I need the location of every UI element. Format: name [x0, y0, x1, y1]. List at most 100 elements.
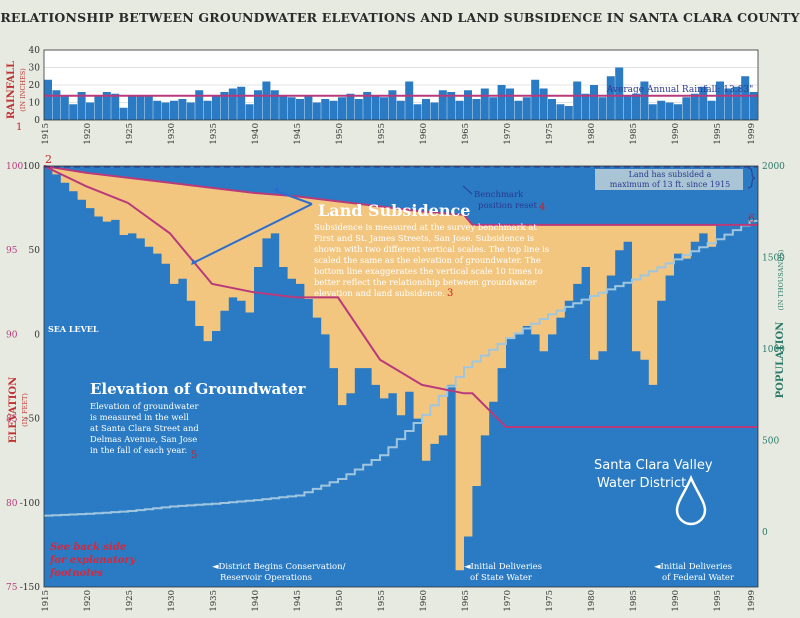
- rainfall-bar: [279, 95, 288, 120]
- rainfall-bar: [724, 88, 733, 120]
- rainfall-bar: [413, 104, 422, 120]
- rainfall-ytick-label: 30: [29, 64, 41, 74]
- land-subsidence-text-line: scaled the same as the elevation of grou…: [314, 255, 541, 265]
- land-subsided-label-2: maximum of 13 ft. since 1915: [610, 180, 731, 189]
- rainfall-bar: [128, 95, 136, 120]
- rainfall-bar: [144, 95, 153, 120]
- rainfall-xtick-label: 1950: [335, 123, 345, 145]
- rainfall-bar: [77, 92, 86, 120]
- population-ylabel-unit: (IN THOUSANDS): [777, 249, 785, 310]
- rainfall-bar: [388, 90, 397, 120]
- land-subsidence-text: Subsidence is measured at the survey ben…: [314, 222, 549, 298]
- groundwater-title: Elevation of Groundwater: [90, 380, 307, 398]
- rainfall-bar: [489, 97, 498, 120]
- rainfall-bar: [111, 93, 120, 120]
- rainfall-bar: [203, 100, 212, 120]
- benchmark-pointer: [462, 185, 473, 195]
- rainfall-xtick-label: 1925: [125, 123, 135, 145]
- groundwater-depression-area: [44, 166, 758, 571]
- elevation-xtick-label: 1930: [167, 590, 177, 612]
- rainfall-bar: [682, 97, 691, 120]
- rainfall-bar: [464, 90, 472, 120]
- rainfall-panel: 0 10 20 30 40 1915 1920 1925 1930 1935 1940 1945 19…: [6, 46, 759, 145]
- subsidence-ytick-label: 85: [6, 415, 18, 425]
- event-2-line-1: ◄Initial Deliveries: [464, 562, 542, 572]
- rainfall-xtick-label: 1945: [293, 123, 303, 145]
- rainfall-bar: [665, 102, 674, 120]
- population-ytick-label: 500: [762, 437, 779, 447]
- rainfall-bar: [363, 92, 372, 120]
- groundwater-text-line: at Santa Clara Street and: [90, 423, 199, 433]
- elevation-xtick-label: 1950: [335, 590, 345, 612]
- rainfall-bar: [270, 90, 279, 120]
- subsidence-ytick-label: 80: [6, 499, 18, 509]
- population-ylabel: POPULATION: [775, 322, 786, 399]
- elevation-ytick-label: -150: [20, 583, 40, 593]
- population-ytick-label: 0: [762, 528, 768, 538]
- elevation-panel: -150 -100 -50 0 50 100 0 500 1000 1500 2000 75 80 8…: [6, 153, 786, 612]
- rainfall-ytick-label: 40: [29, 46, 41, 56]
- rainfall-ylabel-unit: (IN INCHES): [19, 68, 27, 112]
- groundwater-text-line: is measured in the well: [90, 412, 189, 422]
- district-logo: Santa Clara Valley Water District: [594, 458, 713, 526]
- event-1-line-2: Reservoir Operations: [220, 573, 312, 583]
- elevation-xtick-label: 1915: [41, 590, 51, 612]
- rainfall-bar: [514, 100, 523, 120]
- rainfall-bar: [304, 95, 313, 120]
- rainfall-bar: [480, 88, 489, 120]
- event-3-line-2: of Federal Water: [662, 573, 735, 583]
- groundwater-text-line: Elevation of groundwater: [90, 401, 198, 411]
- population-ytick-label: 1000: [762, 345, 785, 355]
- rainfall-ytick-label: 0: [34, 116, 40, 126]
- water-drop-icon: [675, 474, 707, 526]
- population-ytick-label: 2000: [762, 162, 785, 172]
- footnote-marker-3: 3: [447, 288, 453, 299]
- subsidence-ytick-label: 95: [6, 246, 18, 256]
- subsidence-lower-line: [43, 165, 758, 428]
- rainfall-bar: [245, 104, 254, 120]
- elevation-xtick-label: 1975: [545, 590, 555, 612]
- rainfall-xtick-label: 1955: [377, 123, 387, 145]
- rainfall-bar: [312, 102, 321, 120]
- land-subsidence-text-line: bottom line exaggerates the vertical sca…: [314, 266, 543, 276]
- rainfall-xtick-label: 1935: [209, 123, 219, 145]
- rainfall-bar: [707, 100, 716, 120]
- rainfall-xtick-label: 1930: [167, 123, 177, 145]
- rainfall-bar: [60, 95, 69, 120]
- footnote-marker-4: 4: [539, 202, 545, 213]
- average-rainfall-label-1: Average Annual Rainfall: 13.83": [606, 85, 753, 95]
- footnote-note-3: footnotes: [49, 568, 103, 579]
- land-subsidence-text-line: First and St. James Streets, San Jose. S…: [314, 233, 534, 243]
- rainfall-bar: [195, 90, 204, 120]
- event-1-line-1: ◄District Begins Conservation/: [212, 562, 346, 572]
- elevation-xtick-label: 1990: [671, 590, 681, 612]
- elevation-xtick-label: 1955: [377, 590, 387, 612]
- land-subsidence-text-line: shown with two different vertical scales…: [314, 244, 549, 254]
- land-subsidence-title: Land Subsidence: [318, 201, 470, 220]
- subsidence-ytick-label: 75: [6, 583, 18, 593]
- rainfall-bar: [548, 99, 556, 120]
- rainfall-ytick-label: 10: [29, 99, 41, 109]
- rainfall-bar: [228, 88, 237, 120]
- elevation-xtick-label: 1995: [713, 590, 723, 612]
- footnote-note-1: See back side: [50, 542, 126, 553]
- rainfall-bar: [699, 86, 708, 120]
- rainfall-xtick-label: 1995: [713, 123, 723, 145]
- event-2-line-2: of State Water: [470, 573, 533, 583]
- benchmark-label-2: position reset: [478, 201, 538, 211]
- rainfall-bar: [220, 92, 229, 120]
- elevation-ytick-label: 50: [29, 246, 41, 256]
- rainfall-bar: [497, 85, 506, 120]
- rainfall-bar: [732, 86, 741, 120]
- benchmark-label-1: Benchmark: [474, 190, 524, 200]
- rainfall-bar: [396, 100, 405, 120]
- rainfall-xtick-label: 1940: [251, 123, 261, 145]
- event-3-line-1: ◄Initial Deliveries: [654, 562, 732, 572]
- rainfall-xtick-label: 1920: [83, 123, 93, 145]
- elevation-xtick-label: 1940: [251, 590, 261, 612]
- subsidence-ytick-label: 100: [6, 162, 23, 172]
- events: ◄District Begins Conservation/ Reservoir…: [212, 562, 735, 583]
- elevation-ytick-label: -50: [26, 415, 41, 425]
- land-subsidence-text-line: Subsidence is measured at the survey ben…: [314, 222, 537, 232]
- rainfall-bar: [615, 67, 624, 120]
